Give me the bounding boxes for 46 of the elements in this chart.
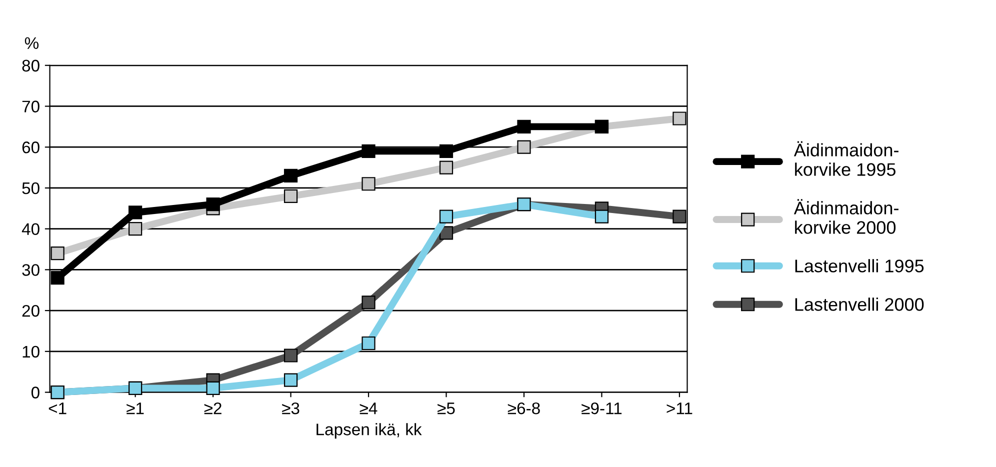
x-tick-label: ≥6-8 <box>508 402 540 414</box>
y-tick-label: 80 <box>22 60 40 72</box>
point <box>362 336 376 350</box>
y-tick-label: 10 <box>22 346 40 358</box>
x-tick-label: <1 <box>48 402 66 414</box>
point <box>284 373 298 387</box>
y-tick-label: 20 <box>22 304 40 317</box>
point <box>362 177 376 191</box>
point <box>517 120 531 134</box>
legend-label: Lastenvelli 2000 <box>795 298 924 311</box>
y-tick-label: 40 <box>22 223 40 236</box>
point <box>594 210 609 224</box>
point <box>206 381 220 395</box>
legend-label: Lastenvelli 1995 <box>795 259 924 272</box>
legend-label: Äidinmaidon- korvike 1995 <box>794 141 898 176</box>
y-tick-label: 60 <box>22 142 40 154</box>
point <box>50 271 64 285</box>
point <box>517 140 531 154</box>
point <box>362 296 376 310</box>
point <box>284 189 298 203</box>
point <box>284 168 298 183</box>
x-tick-label: ≥1 <box>126 402 144 414</box>
y-tick-label: 0 <box>31 386 40 398</box>
point <box>439 210 454 224</box>
y-tick-label: 30 <box>22 264 40 276</box>
x-tick-label: >11 <box>666 402 692 414</box>
x-axis-title: Lapsen ikä, kk <box>316 423 422 439</box>
point <box>50 246 64 260</box>
point <box>672 210 686 224</box>
y-axis-title: % <box>24 37 39 49</box>
x-tick-label: ≥3 <box>282 402 300 414</box>
legend-label: Äidinmaidon- korvike 2000 <box>794 199 898 234</box>
point <box>128 206 142 220</box>
x-tick-label: ≥9-11 <box>582 402 622 414</box>
point <box>439 160 454 174</box>
point <box>284 348 298 362</box>
point <box>362 144 376 158</box>
x-tick-label: ≥4 <box>360 402 378 414</box>
x-tick-label: ≥2 <box>204 402 222 414</box>
point <box>439 144 454 158</box>
x-tick-label: ≥5 <box>438 402 455 414</box>
y-tick-label: 70 <box>22 100 40 112</box>
point <box>128 222 142 236</box>
point <box>672 112 686 126</box>
point <box>206 198 220 212</box>
y-tick-label: 50 <box>22 182 40 194</box>
